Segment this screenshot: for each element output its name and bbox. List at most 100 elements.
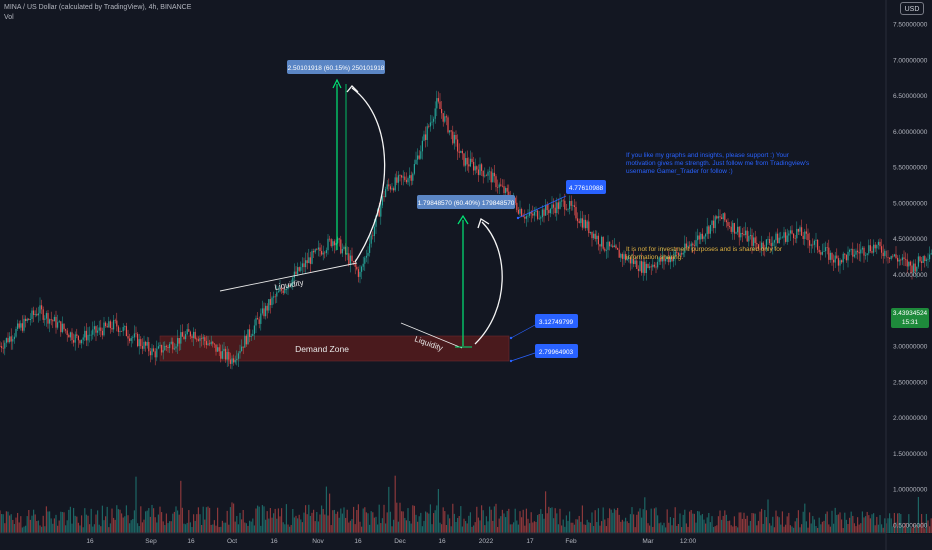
curved-arrow-2[interactable]	[474, 221, 503, 345]
candle-body	[145, 341, 147, 346]
volume-bar	[685, 523, 687, 533]
volume-bar	[282, 522, 284, 533]
candle-body	[353, 261, 355, 263]
candle-body	[12, 339, 14, 342]
candle-body	[801, 227, 803, 236]
candle-body	[409, 175, 411, 179]
candle-body	[333, 241, 335, 246]
currency-button[interactable]: USD	[900, 2, 924, 15]
volume-bar	[159, 506, 161, 533]
volume-bar	[634, 527, 636, 533]
candle-body	[853, 254, 855, 257]
volume-bar	[10, 514, 12, 533]
candle-body	[617, 248, 619, 250]
candle-body	[295, 271, 297, 275]
volume-bar	[180, 480, 182, 533]
candle-body	[265, 305, 267, 317]
volume-bar	[701, 514, 703, 533]
volume-bar	[756, 525, 758, 533]
candle-body	[855, 250, 857, 255]
time-tick-label: Sep	[145, 538, 157, 545]
candle-body	[167, 346, 169, 349]
volume-bar	[573, 524, 575, 533]
candle-body	[706, 226, 708, 235]
candle-body	[119, 330, 121, 332]
price-axis[interactable]: 7.50000000 7.00000000 6.50000000 6.00000000…	[893, 22, 928, 530]
level-lower-box[interactable]	[535, 344, 578, 358]
volume-bar	[916, 524, 918, 533]
measure-label-1-box[interactable]	[287, 60, 385, 74]
volume-bar	[273, 513, 275, 533]
candle-body	[421, 140, 423, 152]
volume-bar	[317, 521, 319, 533]
volume-bar	[517, 524, 519, 533]
volume-bar	[431, 524, 433, 533]
liquidity-trendline-2[interactable]	[400, 322, 463, 349]
candle-body	[105, 322, 107, 327]
volume-bar	[37, 520, 39, 533]
volume-bar	[303, 512, 305, 533]
measure-label-2-box[interactable]	[417, 195, 515, 209]
candle-body	[53, 316, 55, 322]
candle-body	[628, 257, 630, 259]
candle-body	[618, 249, 620, 258]
demand-zone-label: Demand Zone	[295, 344, 349, 354]
candle-body	[479, 164, 481, 175]
volume-bar	[722, 515, 724, 533]
volume-bar	[213, 520, 215, 533]
liquidity-trendline-1[interactable]	[219, 262, 358, 292]
volume-bar	[785, 524, 787, 533]
curved-arrow-1[interactable]	[351, 87, 386, 263]
candle-body	[629, 257, 631, 264]
candle-body	[204, 337, 206, 342]
volume-bar	[631, 507, 633, 533]
candle-body	[807, 233, 809, 241]
candle-body	[44, 318, 46, 320]
volume-bar	[708, 513, 710, 533]
candle-body	[877, 241, 879, 246]
candle-body	[229, 359, 231, 364]
volume-bar	[577, 519, 579, 533]
candle-body	[602, 236, 604, 249]
candle-body	[332, 241, 334, 247]
level-upper-box[interactable]	[535, 314, 578, 328]
volume-bar	[210, 524, 212, 533]
time-tick-label: 16	[187, 538, 195, 545]
volume-bar	[108, 527, 110, 533]
volume-bar	[535, 521, 537, 533]
volume-bar	[769, 523, 771, 533]
volume-bar	[322, 508, 324, 533]
volume-bar	[444, 511, 446, 533]
candle-body	[471, 158, 473, 162]
volume-bar	[593, 526, 595, 533]
volume-bar	[831, 510, 833, 533]
volume-bar	[583, 524, 585, 533]
volume-bar	[650, 508, 652, 533]
candle-body	[111, 328, 113, 330]
price-tick-label: 6.00000000	[893, 129, 928, 136]
volume-bar	[780, 524, 782, 533]
candle-body	[92, 329, 94, 335]
candle-body	[527, 215, 529, 217]
volume-bar	[692, 513, 694, 533]
volume-bar	[463, 518, 465, 533]
time-axis[interactable]: 16 Sep 16 Oct 16 Nov 16 Dec 16 2022 17 Feb Mar 12:00	[86, 538, 696, 545]
volume-bar	[652, 526, 654, 533]
volume-bar	[532, 522, 534, 533]
candle-body	[69, 332, 71, 338]
candle-body	[233, 358, 235, 363]
price-tick-label: 4.00000000	[893, 272, 928, 279]
volume-bar	[689, 511, 691, 533]
target-label-box[interactable]	[566, 180, 606, 194]
volume-bar	[209, 507, 211, 533]
volume-bar	[735, 525, 737, 533]
volume-bar	[177, 510, 179, 533]
candle-body	[207, 343, 209, 345]
volume-indicator-label[interactable]: Vol	[4, 14, 14, 21]
candle-body	[325, 250, 327, 254]
candle-body	[157, 346, 159, 349]
candle-body	[924, 256, 926, 262]
measure-arrow-2-head	[457, 214, 469, 225]
volume-bar	[354, 524, 356, 533]
